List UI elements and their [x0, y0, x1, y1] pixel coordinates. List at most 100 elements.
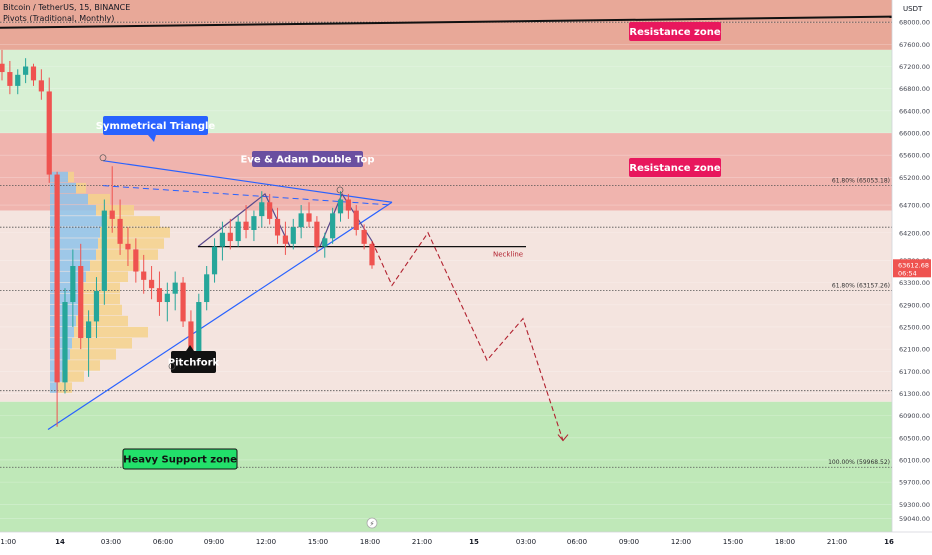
support-label[interactable]: Heavy Support zone: [122, 448, 238, 470]
candle-body: [15, 74, 21, 86]
triangle-upper[interactable]: [102, 160, 393, 203]
last-price-value: 63612.68: [898, 261, 929, 269]
candle-body: [267, 202, 273, 219]
candle-body: [282, 235, 289, 244]
profile-bar-buy: [50, 216, 102, 227]
profile-bar-buy: [50, 271, 86, 283]
profile-bar-sell: [68, 171, 74, 183]
price-tick: 62100.00: [899, 346, 930, 354]
triangle-label-bg: [103, 116, 208, 135]
long-trendline[interactable]: [0, 15, 893, 29]
triangle-label-text: Symmetrical Triangle: [96, 121, 216, 132]
time-axis-bg: [0, 532, 932, 550]
profile-bar-sell: [82, 282, 120, 294]
candle-body: [30, 66, 37, 81]
pitchfork-pointer: [186, 345, 194, 351]
countdown-value: 06:54: [898, 269, 917, 277]
candle-body: [38, 80, 44, 92]
last-price-tag[interactable]: [893, 259, 931, 278]
profile-bar-sell: [96, 249, 158, 260]
candle-body: [361, 229, 367, 244]
candle-body: [7, 72, 13, 86]
triangle-lower[interactable]: [47, 201, 393, 430]
candle-body: [204, 274, 210, 303]
profile-bar-sell: [76, 182, 86, 194]
price-tick: 65600.00: [899, 152, 930, 160]
profile-bar-sell: [102, 216, 160, 227]
candle-body: [298, 213, 304, 228]
time-axis[interactable]: 21:00 14 03:00 06:00 09:00 12:00 15:00 18:00 21:…: [0, 531, 932, 550]
pitchfork-label-bg: [171, 351, 216, 373]
candle-body: [0, 63, 5, 73]
time-tick: 21:00: [827, 538, 847, 546]
pitchfork-label[interactable]: Pitchfork: [168, 351, 220, 373]
candle-body: [259, 202, 265, 217]
candle-body: [78, 266, 84, 339]
candle-body: [251, 216, 257, 230]
price-tick: 68000.00: [899, 19, 930, 27]
support-label-bg: [122, 448, 238, 470]
pivot-lines: 61.80% (65053.18) 61.80% (63157.26) 100.00…: [0, 21, 892, 468]
candle-body: [196, 302, 202, 352]
price-tick: 59700.00: [899, 479, 930, 487]
candle-body: [117, 218, 123, 244]
resistance-label-mid[interactable]: Resistance zone: [629, 158, 721, 177]
price-tick: 60500.00: [899, 434, 930, 442]
triangle-mid[interactable]: [102, 185, 393, 206]
profile-bar-buy: [50, 349, 70, 360]
profile-bar-sell: [98, 238, 164, 249]
candle-body: [133, 249, 139, 272]
candle-body: [148, 279, 155, 289]
price-tick: 65200.00: [899, 174, 930, 182]
profile-bar-buy: [50, 182, 76, 194]
arrow-head: [557, 434, 569, 442]
time-tick: 18:00: [775, 538, 795, 546]
profile-bar-buy: [50, 227, 100, 238]
projection-path[interactable]: [371, 231, 569, 442]
projected-path[interactable]: [371, 231, 564, 441]
resistance-label-top-text: Resistance zone: [629, 27, 720, 38]
labels-layer[interactable]: Resistance zone Resistance zone Heavy Supp…: [96, 22, 721, 529]
profile-bar-sell: [74, 326, 148, 338]
candle-body: [243, 221, 249, 230]
pattern-label[interactable]: Eve & Adam Double Top: [240, 151, 375, 167]
indicator-title: Pivots (Traditional, Monthly): [3, 14, 115, 23]
time-tick: 14: [55, 538, 65, 546]
time-tick: 16: [884, 538, 894, 546]
resistance-label-mid-bg: [629, 158, 721, 177]
price-axis[interactable]: USDT 68000.00 67600.00 67200.00 66800.00 6640…: [891, 0, 932, 550]
price-tick: 66400.00: [899, 107, 930, 115]
currency-label: USDT: [903, 5, 923, 13]
price-tick: 63300.00: [899, 279, 930, 287]
lightning-icon[interactable]: [366, 517, 378, 529]
price-tick: 67200.00: [899, 63, 930, 71]
resistance-label-top[interactable]: Resistance zone: [629, 22, 721, 41]
candle-body: [23, 66, 29, 75]
resistance-label-mid-text: Resistance zone: [629, 163, 720, 174]
profile-bar-sell: [78, 304, 122, 316]
price-tick: 62500.00: [899, 323, 930, 331]
time-tick: 03:00: [101, 538, 121, 546]
grid-layer: [0, 21, 892, 520]
price-tick: 66800.00: [899, 85, 930, 93]
profile-bar-sell: [86, 271, 128, 283]
time-tick: 06:00: [567, 538, 587, 546]
triangle-label[interactable]: Symmetrical Triangle: [96, 116, 216, 135]
candle-body: [306, 213, 312, 222]
time-tick: 03:00: [516, 538, 536, 546]
triangle-label-pointer: [148, 135, 156, 142]
price-tick: 60900.00: [899, 412, 930, 420]
profile-bar-sell: [88, 193, 110, 205]
candle-body: [227, 232, 233, 242]
profile-bar-sell: [76, 315, 128, 327]
resistance-label-top-bg: [629, 22, 721, 41]
symbol-title: Bitcoin / TetherUS, 15, BINANCE: [3, 3, 131, 12]
price-tick: 64700.00: [899, 202, 930, 210]
drawing-lines[interactable]: Neckline: [0, 15, 893, 430]
profile-bar-sell: [100, 227, 170, 238]
profile-bar-buy: [50, 282, 82, 294]
profile-bar-buy: [50, 238, 98, 249]
candle-body: [125, 243, 131, 250]
